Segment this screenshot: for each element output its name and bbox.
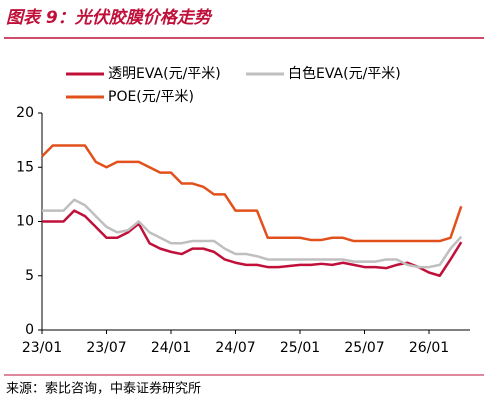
legend-label: 白色EVA(元/平米) — [288, 65, 401, 82]
y-tick-label: 5 — [25, 268, 34, 284]
x-tick-label: 25/07 — [344, 340, 384, 356]
series-line — [42, 209, 463, 277]
y-tick-label: 15 — [16, 159, 34, 175]
x-tick-label: 23/01 — [22, 340, 62, 356]
x-tick-label: 26/01 — [409, 340, 449, 356]
y-tick-label: 20 — [16, 105, 34, 121]
series-line — [42, 198, 463, 269]
x-tick-label: 24/07 — [215, 340, 255, 356]
source: 来源：索比咨询，中泰证券研究所 — [6, 381, 201, 397]
x-tick-label: 25/01 — [280, 340, 320, 356]
y-tick-label: 10 — [16, 214, 34, 230]
legend-label: POE(元/平米) — [108, 89, 194, 105]
series-line — [41, 144, 463, 243]
legend-label: 透明EVA(元/平米) — [108, 66, 221, 82]
x-tick-label: 23/07 — [86, 340, 126, 356]
y-tick-label: 0 — [25, 322, 34, 338]
chart-title: 图表 9：光伏胶膜价格走势 — [6, 8, 213, 28]
x-tick-label: 24/01 — [151, 340, 191, 356]
